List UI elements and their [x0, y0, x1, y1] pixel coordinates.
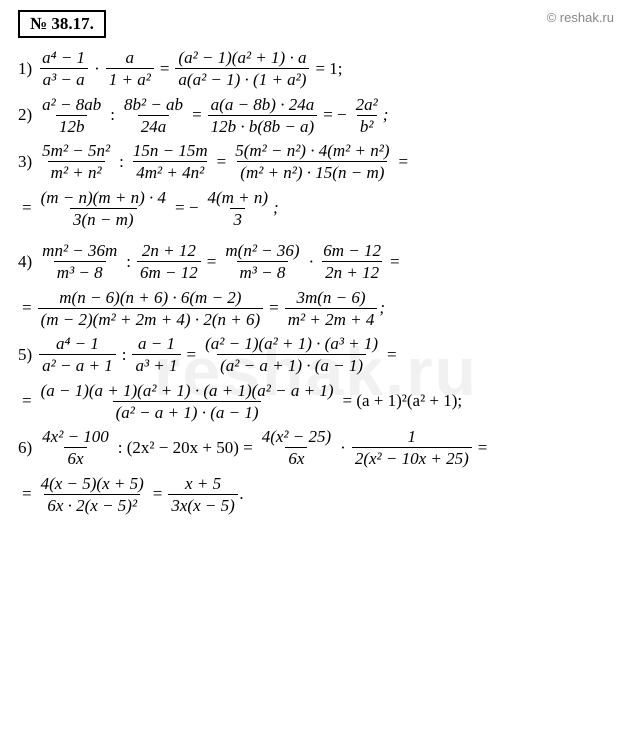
problem-6a: 6) 4x² − 100 6x : (2x² − 20x + 50) = 4(x… — [18, 426, 614, 470]
frac: a⁴ − 1 a³ − a — [39, 47, 88, 91]
problem-number: № 38.17. — [30, 14, 94, 33]
frac: mn² − 36m m³ − 8 — [39, 240, 120, 284]
problem-number-box: № 38.17. — [18, 10, 106, 38]
frac: a² − 8ab 12b — [39, 94, 104, 138]
label-3: 3) — [18, 152, 32, 172]
problem-4b: = m(n − 6)(n + 6) · 6(m − 2) (m − 2)(m² … — [18, 287, 614, 331]
math-content: 1) a⁴ − 1 a³ − a · a 1 + a² = (a² − 1)(a… — [18, 47, 614, 516]
frac: 3m(n − 6) m² + 2m + 4 — [285, 287, 378, 331]
label-6: 6) — [18, 438, 32, 458]
label-5: 5) — [18, 345, 32, 365]
frac: 2a² b² — [353, 94, 381, 138]
problem-3a: 3) 5m² − 5n² m² + n² : 15n − 15m 4m² + 4… — [18, 140, 614, 184]
frac: 15n − 15m 4m² + 4n² — [130, 140, 211, 184]
frac: 2n + 12 6m − 12 — [137, 240, 201, 284]
label-4: 4) — [18, 252, 32, 272]
frac: x + 5 3x(x − 5) — [168, 473, 237, 517]
problem-5b: = (a − 1)(a + 1)(a² + 1) · (a + 1)(a² − … — [18, 380, 614, 424]
frac: (a − 1)(a + 1)(a² + 1) · (a + 1)(a² − a … — [38, 380, 337, 424]
frac: a − 1 a³ + 1 — [132, 333, 180, 377]
frac: a(a − 8b) · 24a 12b · b(8b − a) — [208, 94, 318, 138]
frac: m(n − 6)(n + 6) · 6(m − 2) (m − 2)(m² + … — [38, 287, 264, 331]
frac: 5(m² − n²) · 4(m² + n²) (m² + n²) · 15(n… — [232, 140, 392, 184]
frac: (m − n)(m + n) · 4 3(n − m) — [38, 187, 169, 231]
frac: a⁴ − 1 a² − a + 1 — [39, 333, 116, 377]
frac: 8b² − ab 24a — [121, 94, 186, 138]
label-1: 1) — [18, 59, 32, 79]
problem-6b: = 4(x − 5)(x + 5) 6x · 2(x − 5)² = x + 5… — [18, 473, 614, 517]
frac: 1 2(x² − 10x + 25) — [352, 426, 472, 470]
frac: 4(m + n) 3 — [204, 187, 271, 231]
frac: 4(x − 5)(x + 5) 6x · 2(x − 5)² — [38, 473, 147, 517]
frac: 4(x² − 25) 6x — [259, 426, 334, 470]
label-2: 2) — [18, 105, 32, 125]
problem-4a: 4) mn² − 36m m³ − 8 : 2n + 12 6m − 12 = … — [18, 240, 614, 284]
frac: m(n² − 36) m³ − 8 — [222, 240, 302, 284]
frac: (a² − 1)(a² + 1) · (a³ + 1) (a² − a + 1)… — [202, 333, 381, 377]
frac: 6m − 12 2n + 12 — [320, 240, 384, 284]
frac: (a² − 1)(a² + 1) · a a(a² − 1) · (1 + a²… — [175, 47, 309, 91]
copyright-text: © reshak.ru — [547, 10, 614, 25]
problem-1: 1) a⁴ − 1 a³ − a · a 1 + a² = (a² − 1)(a… — [18, 47, 614, 91]
problem-2: 2) a² − 8ab 12b : 8b² − ab 24a = a(a − 8… — [18, 94, 614, 138]
frac: 4x² − 100 6x — [39, 426, 112, 470]
problem-3b: = (m − n)(m + n) · 4 3(n − m) = − 4(m + … — [18, 187, 614, 231]
frac: a 1 + a² — [106, 47, 154, 91]
problem-5a: 5) a⁴ − 1 a² − a + 1 : a − 1 a³ + 1 = (a… — [18, 333, 614, 377]
frac: 5m² − 5n² m² + n² — [39, 140, 113, 184]
